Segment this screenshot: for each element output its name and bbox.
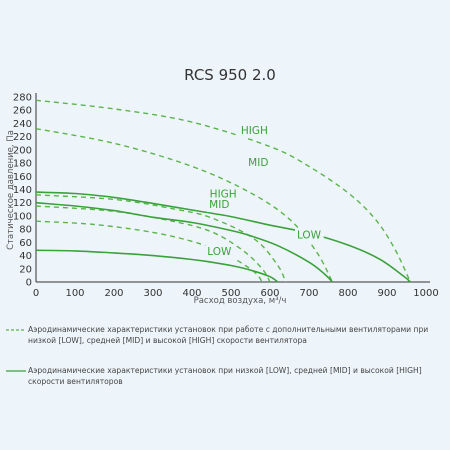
series-line-standard-mid-6 bbox=[35, 201, 333, 283]
y-tick-label: 60 bbox=[19, 238, 32, 249]
series-line-additional-mid-1 bbox=[35, 128, 334, 283]
y-tick-label: 20 bbox=[19, 264, 32, 275]
x-tick-label: 100 bbox=[65, 288, 84, 299]
legend-item-solid: Аэродинамические характеристики установо… bbox=[6, 365, 446, 389]
x-tick-label: 700 bbox=[299, 288, 318, 299]
series-label-bg bbox=[207, 187, 239, 202]
x-tick-label: 300 bbox=[143, 288, 162, 299]
y-tick-label: 180 bbox=[13, 159, 32, 170]
series-label-mid: MID bbox=[248, 157, 268, 169]
series-label-low: LOW bbox=[297, 229, 322, 241]
y-tick-label: 200 bbox=[13, 145, 32, 156]
y-tick-label: 160 bbox=[13, 172, 32, 183]
y-tick-label: 120 bbox=[13, 198, 32, 209]
y-tick-label: 220 bbox=[13, 132, 32, 143]
tick-labels: 0 100 200 300 400 500 600 700 800 900 1000 0 20 40 60 8… bbox=[13, 93, 439, 300]
y-tick-label: 240 bbox=[13, 119, 32, 130]
chart-title: RCS 950 2.0 bbox=[184, 66, 276, 84]
series-label-bg bbox=[294, 228, 324, 243]
y-tick-label: 260 bbox=[13, 106, 32, 117]
x-tick-label: 1000 bbox=[413, 288, 438, 299]
series-line-standard-low-7 bbox=[35, 249, 279, 283]
series-line-standard-high-5 bbox=[35, 191, 411, 283]
series-label-bg bbox=[238, 124, 270, 139]
y-tick-label: 280 bbox=[13, 93, 32, 104]
series-label-high: HIGH bbox=[241, 125, 268, 137]
series-line-additional-low-4 bbox=[35, 220, 263, 283]
series-label-bg bbox=[205, 244, 234, 259]
legend-item-dashed: Аэродинамические характеристики установо… bbox=[6, 324, 446, 360]
x-tick-label: 500 bbox=[221, 288, 240, 299]
series-label-bg bbox=[246, 155, 271, 170]
legend-swatch-solid bbox=[6, 370, 26, 372]
series-label-bg bbox=[207, 198, 232, 213]
y-tick-label: 100 bbox=[13, 211, 32, 222]
y-tick-label: 0 bbox=[26, 278, 32, 289]
series-layer bbox=[35, 99, 412, 283]
legend-swatch-dashed bbox=[6, 329, 26, 331]
y-tick-label: 140 bbox=[13, 185, 32, 196]
legend-text-dashed: Аэродинамические характеристики установо… bbox=[28, 325, 429, 345]
y-tick-label: 80 bbox=[19, 225, 32, 236]
x-tick-label: 800 bbox=[338, 288, 357, 299]
x-tick-label: 400 bbox=[182, 288, 201, 299]
x-tick-label: 600 bbox=[260, 288, 279, 299]
legend-text-solid: Аэродинамические характеристики установо… bbox=[28, 366, 422, 386]
x-tick-label: 900 bbox=[377, 288, 396, 299]
x-tick-label: 0 bbox=[33, 288, 39, 299]
y-tick-label: 40 bbox=[19, 251, 32, 262]
series-label-high: HIGH bbox=[210, 188, 237, 200]
series-label-low: LOW bbox=[207, 246, 232, 258]
series-label-mid: MID bbox=[209, 199, 229, 211]
series-line-additional-high-0 bbox=[35, 99, 412, 283]
y-axis-label: Статическое давление, Па bbox=[6, 130, 16, 250]
x-axis-label: Расход воздуха, м³/ч bbox=[194, 296, 287, 306]
x-tick-label: 200 bbox=[104, 288, 123, 299]
